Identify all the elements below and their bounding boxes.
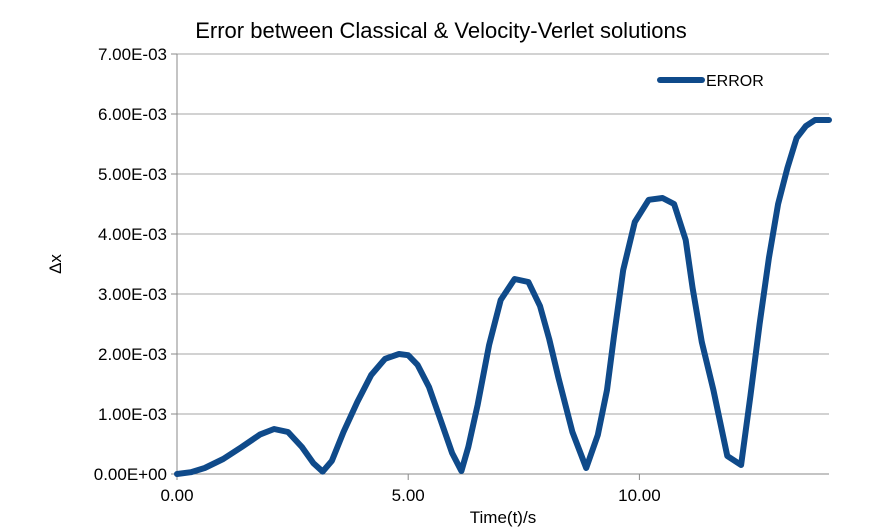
series-line-error xyxy=(174,117,832,477)
x-axis-ticks: 0.00 5.00 10.00 xyxy=(160,474,661,505)
x-tick-label: 0.00 xyxy=(160,486,193,505)
x-axis-label: Time(t)/s xyxy=(470,508,536,527)
y-tick-label: 6.00E-03 xyxy=(98,105,167,124)
x-tick-label: 5.00 xyxy=(392,486,425,505)
legend-label-error: ERROR xyxy=(706,73,764,90)
y-axis-label: Δx xyxy=(46,254,65,274)
y-tick-label: 2.00E-03 xyxy=(98,345,167,364)
y-tick-label: 1.00E-03 xyxy=(98,405,167,424)
y-tick-label: 4.00E-03 xyxy=(98,225,167,244)
legend: ERROR xyxy=(657,73,764,90)
y-tick-label: 3.00E-03 xyxy=(98,285,167,304)
y-tick-label: 5.00E-03 xyxy=(98,165,167,184)
gridlines xyxy=(177,53,829,415)
y-tick-label: 0.00E+00 xyxy=(94,465,167,484)
y-axis-ticks: 0.00E+00 1.00E-03 2.00E-03 3.00E-03 4.00E-03… xyxy=(94,45,177,484)
chart-title: Error between Classical & Velocity-Verle… xyxy=(195,18,687,43)
x-tick-label: 10.00 xyxy=(618,486,661,505)
y-tick-label: 7.00E-03 xyxy=(98,45,167,64)
